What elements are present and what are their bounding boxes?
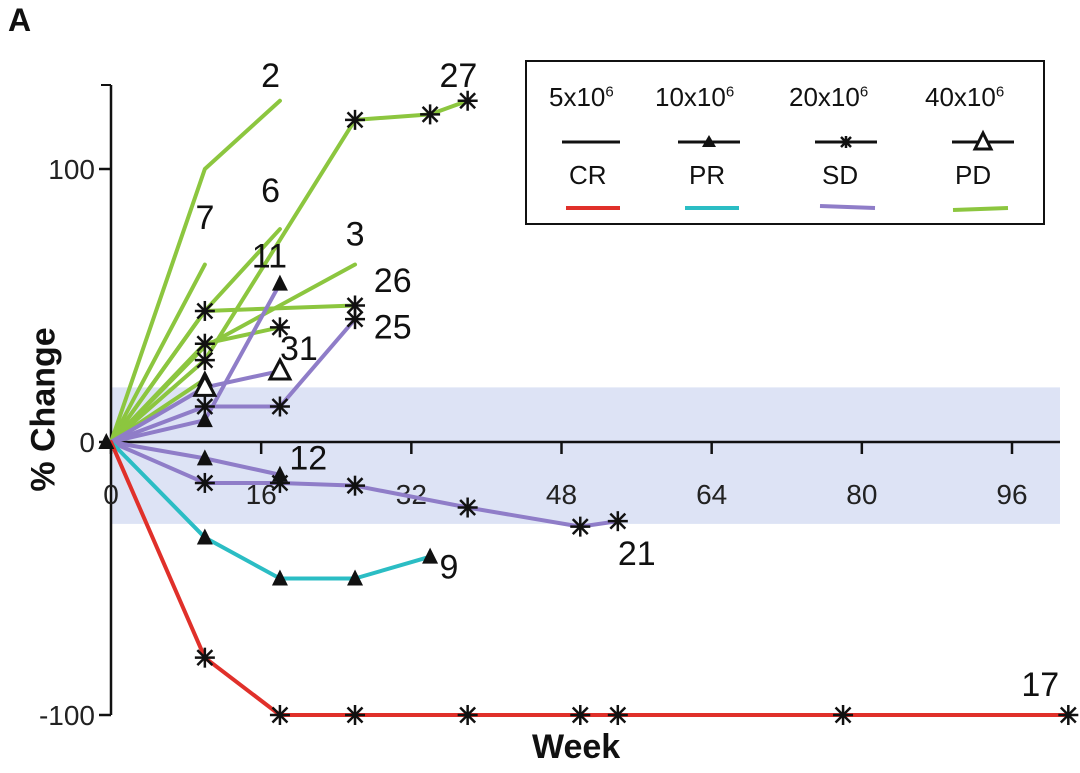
asterisk-marker — [345, 309, 366, 330]
y-tick-label: -100 — [39, 700, 95, 731]
asterisk-marker — [269, 705, 290, 725]
triangle-marker — [271, 274, 288, 291]
x-tick-label: 0 — [103, 479, 119, 510]
asterisk-marker — [194, 396, 215, 417]
legend-swatch-pd — [952, 206, 1009, 212]
series-label-2: 2 — [261, 57, 280, 95]
x-axis-title: Week — [532, 728, 621, 766]
series-label-9: 9 — [439, 549, 458, 587]
legend-dose-label: 40x106 — [925, 82, 1005, 112]
legend: 5x106 10x106 20x106 40x106 CR PR SD PD — [525, 60, 1045, 225]
shaded-band — [111, 387, 1060, 524]
asterisk-marker — [269, 472, 290, 493]
series-label-26: 26 — [374, 262, 412, 300]
asterisk-marker — [194, 472, 215, 493]
x-tick-label: 48 — [546, 479, 577, 510]
y-axis-title: % Change — [24, 327, 63, 492]
series-label-6: 6 — [261, 172, 280, 210]
legend-asterisk-marker — [840, 136, 852, 148]
asterisk-marker — [457, 705, 478, 725]
series-label-25: 25 — [374, 308, 412, 346]
triangle-marker — [98, 433, 115, 449]
asterisk-marker — [570, 516, 591, 537]
asterisk-marker — [607, 705, 628, 725]
y-tick-label: 0 — [79, 427, 95, 458]
triangle-marker — [196, 449, 213, 466]
legend-dose-label: 5x106 — [549, 82, 614, 112]
x-tick-label: 96 — [996, 479, 1027, 510]
asterisk-marker — [570, 705, 591, 725]
series-line-7 — [109, 262, 207, 444]
asterisk-marker — [345, 109, 366, 130]
asterisk-marker — [1058, 705, 1079, 725]
open-triangle-marker — [192, 373, 218, 397]
triangle-marker — [422, 547, 439, 564]
series-label-11: 11 — [252, 237, 287, 275]
panel-label: A — [8, 2, 32, 38]
legend-response-sd: SD — [822, 160, 859, 190]
asterisk-marker — [457, 90, 478, 111]
series-label-12: 12 — [289, 439, 327, 477]
asterisk-marker — [345, 705, 366, 725]
x-tick-label: 80 — [846, 479, 877, 510]
legend-open-triangle-marker — [972, 129, 994, 151]
legend-dose-label: 20x106 — [789, 82, 869, 112]
asterisk-marker — [420, 104, 441, 125]
triangle-marker — [271, 569, 288, 586]
asterisk-marker — [607, 511, 628, 532]
open-triangle-marker — [267, 356, 293, 381]
series-label-27: 27 — [439, 57, 477, 95]
triangle-marker — [196, 411, 213, 428]
series-label-31: 31 — [280, 330, 318, 368]
series-label-7: 7 — [195, 199, 214, 237]
series-line-2 — [109, 98, 282, 444]
legend-triangle-marker — [702, 135, 716, 147]
legend-swatch-sd — [819, 204, 876, 210]
series-line-s1 — [109, 317, 358, 444]
legend-dose-label: 10x106 — [655, 82, 735, 112]
legend-response-cr: CR — [569, 160, 607, 190]
asterisk-marker — [833, 705, 854, 725]
y-tick-label: 100 — [48, 154, 95, 185]
asterisk-marker — [269, 396, 290, 417]
series-label-17: 17 — [1021, 666, 1059, 704]
asterisk-marker — [194, 333, 215, 354]
legend-response-pd: PD — [955, 160, 992, 190]
series-label-21: 21 — [618, 535, 656, 573]
triangle-marker — [196, 528, 213, 545]
series-label-3: 3 — [346, 215, 365, 253]
legend-response-pr: PR — [689, 160, 726, 190]
legend-swatches — [562, 129, 1014, 212]
triangle-marker — [347, 569, 364, 586]
asterisk-marker — [345, 475, 366, 496]
asterisk-marker — [194, 647, 215, 668]
x-tick-label: 64 — [696, 479, 727, 510]
asterisk-marker — [457, 497, 478, 518]
asterisk-marker — [269, 317, 290, 338]
asterisk-marker — [194, 300, 215, 321]
